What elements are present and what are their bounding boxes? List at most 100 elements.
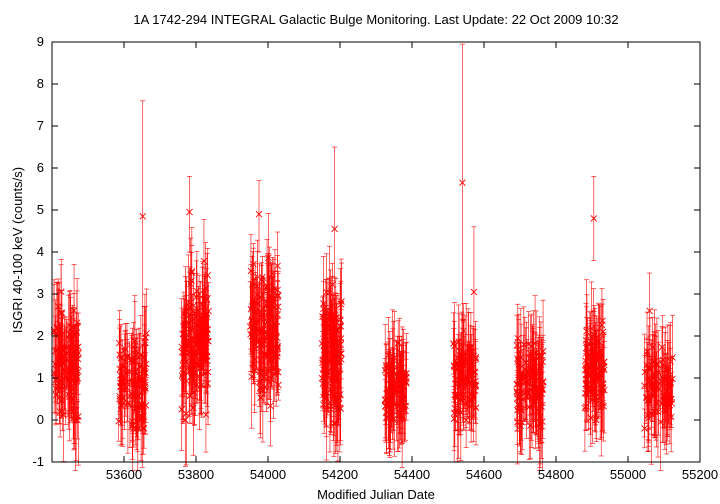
data-point — [54, 283, 62, 387]
data-point — [248, 321, 256, 352]
x-marker — [385, 396, 393, 404]
x-marker — [266, 356, 273, 364]
data-point — [59, 326, 67, 374]
x-marker — [124, 400, 132, 407]
data-point — [138, 338, 146, 422]
data-point — [261, 369, 269, 405]
x-marker — [592, 416, 600, 424]
data-point — [188, 227, 196, 316]
x-marker — [261, 329, 269, 337]
data-point — [116, 383, 124, 415]
x-marker — [529, 365, 536, 373]
x-marker — [527, 422, 534, 429]
x-marker — [583, 382, 590, 389]
x-marker — [248, 333, 256, 340]
data-point — [599, 303, 606, 338]
x-marker — [538, 403, 545, 410]
x-marker — [453, 359, 460, 366]
x-marker — [63, 349, 71, 357]
x-marker — [142, 334, 149, 341]
data-point — [328, 276, 336, 379]
data-point — [131, 295, 139, 387]
x-marker — [397, 380, 405, 387]
x-marker — [328, 324, 336, 331]
x-marker — [598, 384, 606, 392]
x-marker — [332, 314, 340, 322]
x-marker — [327, 406, 335, 413]
data-point — [199, 288, 207, 367]
x-marker — [183, 377, 190, 385]
data-point — [333, 352, 341, 443]
x-marker — [464, 376, 472, 384]
x-marker — [274, 369, 282, 376]
data-point — [591, 324, 598, 424]
data-point — [598, 344, 606, 432]
x-marker — [539, 418, 546, 425]
x-marker — [184, 337, 192, 344]
x-marker — [185, 312, 193, 319]
data-point — [395, 369, 402, 452]
x-marker — [535, 408, 542, 416]
x-marker — [274, 286, 281, 294]
x-marker — [338, 350, 345, 357]
x-marker — [193, 308, 201, 315]
x-marker — [257, 337, 265, 345]
x-marker — [460, 327, 467, 334]
data-point — [322, 305, 330, 383]
data-point — [139, 389, 146, 424]
data-point — [464, 308, 472, 414]
x-marker — [128, 358, 136, 366]
data-point — [597, 348, 605, 403]
data-point — [192, 349, 199, 416]
x-marker — [52, 385, 60, 393]
data-point — [274, 354, 282, 390]
data-point — [319, 331, 326, 395]
x-marker — [590, 332, 598, 339]
x-marker — [516, 402, 523, 410]
data-point — [198, 266, 206, 362]
data-point — [185, 300, 193, 332]
data-point — [274, 255, 281, 325]
data-point — [179, 323, 187, 424]
data-point — [53, 282, 61, 372]
data-point — [385, 351, 393, 449]
x-marker — [131, 337, 139, 345]
x-marker — [320, 318, 328, 326]
x-marker — [600, 402, 607, 410]
data-point — [471, 362, 479, 420]
data-point — [460, 335, 468, 420]
x-marker — [66, 330, 73, 338]
data-point — [320, 387, 327, 422]
data-point — [535, 372, 542, 451]
x-marker — [471, 387, 479, 395]
data-point — [326, 277, 333, 363]
x-marker — [322, 340, 330, 348]
x-marker — [251, 298, 259, 305]
x-marker — [179, 370, 187, 377]
x-marker — [274, 303, 282, 311]
data-point — [133, 373, 141, 441]
x-marker — [70, 307, 78, 314]
x-marker — [58, 353, 66, 361]
x-marker — [387, 393, 394, 400]
x-marker — [386, 376, 394, 383]
x-marker — [395, 407, 402, 415]
x-marker — [522, 359, 530, 366]
x-marker — [264, 352, 272, 360]
x-marker — [132, 425, 140, 432]
data-point — [188, 252, 195, 310]
data-point — [455, 354, 463, 436]
x-marker — [338, 298, 345, 305]
data-point — [143, 288, 150, 378]
x-marker — [192, 379, 199, 387]
x-marker — [115, 339, 123, 347]
x-marker — [53, 323, 61, 331]
data-point — [193, 272, 201, 351]
x-marker — [193, 293, 200, 301]
x-marker — [517, 369, 525, 377]
x-marker — [188, 268, 196, 275]
x-marker — [333, 394, 341, 401]
x-marker — [332, 419, 339, 427]
data-point — [538, 354, 545, 459]
